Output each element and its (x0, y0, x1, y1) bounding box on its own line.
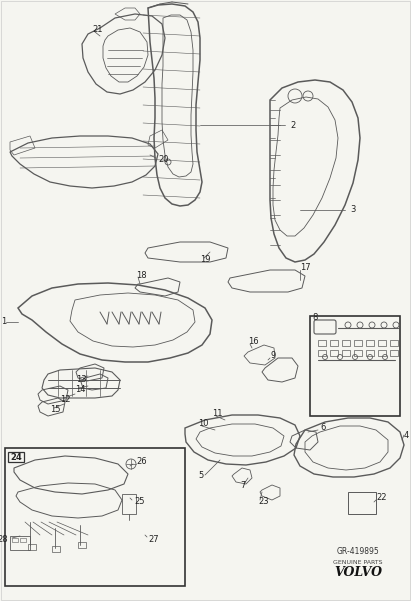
Text: 9: 9 (270, 352, 275, 361)
Bar (354, 350, 362, 356)
Text: 12: 12 (60, 395, 71, 404)
Text: 2: 2 (290, 120, 295, 129)
Text: 18: 18 (136, 270, 147, 279)
Text: 26: 26 (136, 457, 147, 466)
Bar (348, 492, 376, 514)
Text: 22: 22 (376, 493, 386, 502)
Text: 15: 15 (50, 406, 60, 415)
Bar (310, 316, 400, 416)
Bar (318, 340, 326, 346)
Bar (342, 350, 350, 356)
Bar (330, 340, 338, 346)
Bar (366, 340, 374, 346)
Text: 21: 21 (92, 25, 102, 34)
Text: VOLVO: VOLVO (334, 566, 382, 579)
Text: 17: 17 (300, 263, 311, 272)
Bar (52, 546, 60, 552)
Text: 3: 3 (350, 206, 356, 215)
Bar (330, 350, 338, 356)
Text: 1: 1 (1, 317, 6, 326)
Text: 14: 14 (75, 385, 85, 394)
Text: GR-419895: GR-419895 (337, 548, 379, 557)
Text: 10: 10 (198, 419, 208, 429)
Bar (122, 494, 136, 514)
Text: 6: 6 (320, 424, 326, 433)
Text: 11: 11 (212, 409, 222, 418)
Bar (5, 448, 185, 586)
Bar (78, 542, 86, 548)
Bar (318, 350, 326, 356)
Bar (366, 350, 374, 356)
Text: 20: 20 (158, 156, 169, 165)
Bar (378, 340, 386, 346)
Bar (390, 350, 398, 356)
Bar (20, 538, 26, 542)
Text: 13: 13 (76, 376, 87, 385)
Text: 16: 16 (248, 338, 259, 347)
Bar (378, 350, 386, 356)
Text: 7: 7 (240, 481, 245, 490)
Bar (8, 452, 24, 462)
Bar (354, 340, 362, 346)
Bar (10, 536, 30, 550)
Text: 24: 24 (10, 453, 22, 462)
Text: 4: 4 (404, 430, 409, 439)
Bar (390, 340, 398, 346)
Bar (342, 340, 350, 346)
Bar (12, 538, 18, 542)
Text: 25: 25 (134, 498, 145, 507)
Text: 19: 19 (200, 255, 210, 264)
Text: 5: 5 (198, 471, 203, 480)
Text: 28: 28 (0, 535, 8, 545)
Text: 8: 8 (312, 314, 317, 323)
Bar (28, 544, 36, 550)
Text: 27: 27 (148, 535, 159, 545)
Text: GENUINE PARTS: GENUINE PARTS (333, 560, 383, 564)
Text: 23: 23 (258, 498, 269, 507)
